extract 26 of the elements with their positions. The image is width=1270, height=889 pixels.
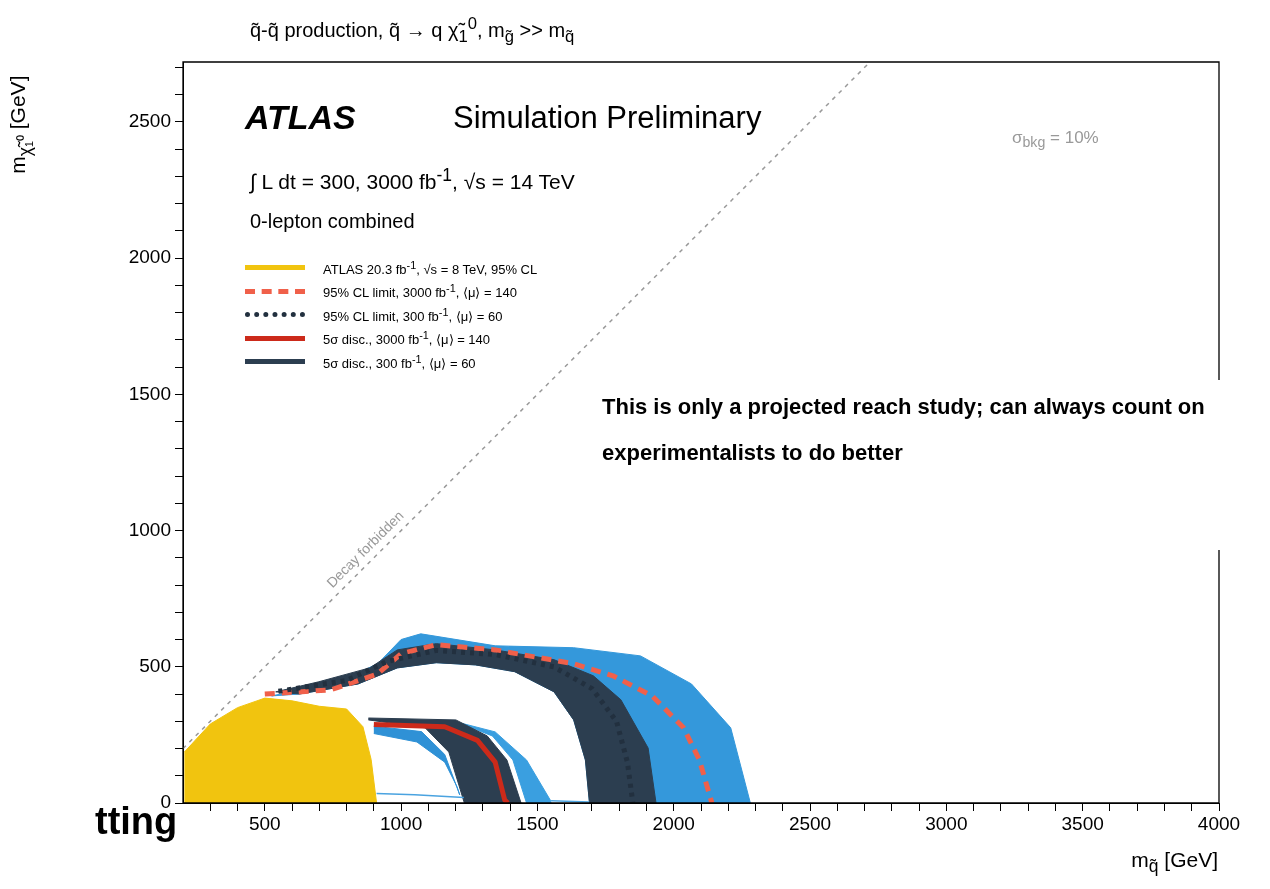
y-tick-label: 1000 bbox=[128, 518, 171, 540]
annotation: Simulation Preliminary bbox=[453, 100, 762, 136]
x-tick-label: 4000 bbox=[1197, 812, 1241, 834]
x-axis-title: m$_{q̃}$ [GeV] bbox=[1131, 848, 1218, 878]
legend-label: ATLAS 20.3 fb$^{-1}$, √s = 8 TeV, 95% CL bbox=[323, 258, 538, 277]
x-tick-label: 500 bbox=[248, 812, 281, 834]
x-tick-label: 1500 bbox=[516, 812, 559, 834]
annotation: ∫ L dt = 300, 3000 fb$^{-1}$, √s = 14 TeV bbox=[250, 165, 575, 194]
x-tick-label: 3000 bbox=[925, 812, 968, 834]
y-tick-label: 0 bbox=[160, 791, 171, 813]
y-tick-label: 2500 bbox=[128, 110, 171, 132]
x-tick-label: 2000 bbox=[652, 812, 695, 834]
chart-title: q̃-q̃ production, q̃ → q χ̃$_{1}$$^{0}$, m$_{g̃}$ >> m$_{q̃}$ bbox=[250, 14, 575, 47]
x-tick-label: 2500 bbox=[788, 812, 832, 834]
annotation: 0-lepton combined bbox=[250, 210, 415, 233]
legend-label: 5σ disc., 3000 fb$^{-1}$, ⟨μ⟩ = 140 bbox=[323, 329, 491, 348]
annotation: σ$_{bkg}$ = 10% bbox=[1012, 128, 1099, 151]
x-tick-label: 1000 bbox=[379, 812, 423, 834]
legend-label: 95% CL limit, 300 fb$^{-1}$, ⟨μ⟩ = 60 bbox=[323, 305, 503, 324]
y-tick-label: 1500 bbox=[128, 382, 171, 404]
y-tick-label: 2000 bbox=[128, 246, 171, 268]
legend-label: 5σ disc., 300 fb$^{-1}$, ⟨μ⟩ = 60 bbox=[323, 352, 476, 371]
legend-label: 95% CL limit, 3000 fb$^{-1}$, ⟨μ⟩ = 140 bbox=[323, 282, 517, 301]
annotation: ATLAS bbox=[245, 98, 356, 137]
y-tick-label: 500 bbox=[139, 655, 171, 677]
x-tick-label: 3500 bbox=[1061, 812, 1104, 834]
